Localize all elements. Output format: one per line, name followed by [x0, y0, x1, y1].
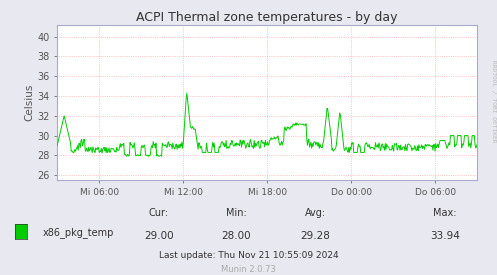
Text: Munin 2.0.73: Munin 2.0.73 — [221, 265, 276, 274]
Text: 29.28: 29.28 — [301, 231, 331, 241]
Text: Min:: Min: — [226, 208, 247, 218]
Text: 33.94: 33.94 — [430, 231, 460, 241]
Y-axis label: Celsius: Celsius — [24, 84, 34, 121]
Text: RRDTOOL / TOBI OETIKER: RRDTOOL / TOBI OETIKER — [491, 60, 496, 143]
Text: Avg:: Avg: — [305, 208, 326, 218]
Text: Last update: Thu Nov 21 10:55:09 2024: Last update: Thu Nov 21 10:55:09 2024 — [159, 251, 338, 260]
Title: ACPI Thermal zone temperatures - by day: ACPI Thermal zone temperatures - by day — [136, 10, 398, 24]
Text: Cur:: Cur: — [149, 208, 169, 218]
Text: Max:: Max: — [433, 208, 457, 218]
Text: 28.00: 28.00 — [221, 231, 251, 241]
Text: x86_pkg_temp: x86_pkg_temp — [42, 227, 114, 238]
Text: 29.00: 29.00 — [144, 231, 174, 241]
